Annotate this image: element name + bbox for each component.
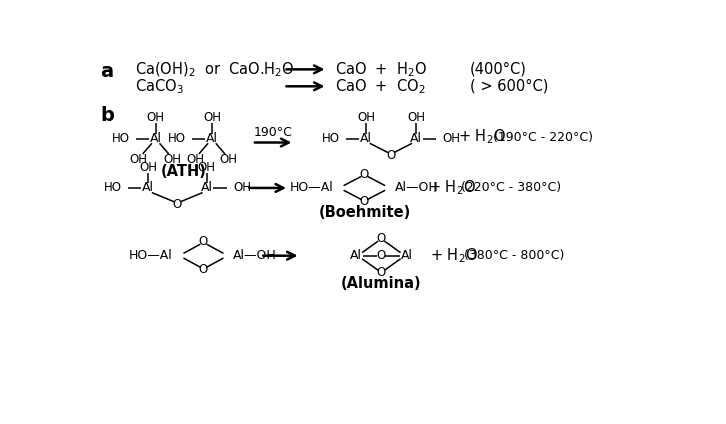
Text: + H$_2$O: + H$_2$O	[428, 179, 476, 197]
Text: CaCO$_3$: CaCO$_3$	[135, 77, 184, 96]
Text: CaO  +  CO$_2$: CaO + CO$_2$	[335, 77, 426, 96]
Text: O: O	[377, 232, 386, 245]
Text: a: a	[100, 61, 113, 81]
Text: OH: OH	[197, 161, 216, 174]
Text: (Boehmite): (Boehmite)	[318, 205, 410, 220]
Text: O: O	[360, 167, 369, 181]
Text: ( > 600°C): ( > 600°C)	[470, 79, 548, 94]
Text: Al: Al	[142, 181, 154, 195]
Text: O: O	[377, 249, 386, 262]
Text: Al: Al	[360, 132, 372, 145]
Text: Al: Al	[410, 132, 422, 145]
Text: OH: OH	[130, 153, 148, 166]
Text: O: O	[386, 149, 396, 162]
Text: Al: Al	[350, 249, 362, 262]
Text: Al: Al	[401, 249, 412, 262]
Text: Ca(OH)$_2$  or  CaO.H$_2$O: Ca(OH)$_2$ or CaO.H$_2$O	[135, 60, 294, 78]
Text: HO—Al: HO—Al	[129, 249, 173, 262]
Text: (220°C - 380°C): (220°C - 380°C)	[460, 181, 560, 195]
Text: OH: OH	[186, 153, 204, 166]
Text: O: O	[199, 263, 208, 276]
Text: 190°C: 190°C	[253, 126, 292, 139]
Text: (ATH): (ATH)	[161, 164, 207, 179]
Text: + H$_2$O: + H$_2$O	[458, 128, 506, 146]
Text: HO—Al: HO—Al	[290, 181, 333, 195]
Text: OH: OH	[442, 132, 460, 145]
Text: (190°C - 220°C): (190°C - 220°C)	[493, 131, 593, 144]
Text: b: b	[100, 106, 114, 126]
Text: O: O	[360, 195, 369, 208]
Text: O: O	[377, 266, 386, 279]
Text: OH: OH	[220, 153, 238, 166]
Text: OH: OH	[147, 112, 165, 124]
Text: (Alumina): (Alumina)	[341, 276, 422, 291]
Text: HO: HO	[104, 181, 122, 195]
Text: HO: HO	[112, 132, 129, 145]
Text: (400°C): (400°C)	[470, 62, 527, 77]
Text: CaO  +  H$_2$O: CaO + H$_2$O	[335, 60, 428, 79]
Text: OH: OH	[234, 181, 251, 195]
Text: OH: OH	[407, 112, 425, 124]
Text: HO: HO	[168, 132, 186, 145]
Text: OH: OH	[357, 112, 375, 124]
Text: Al: Al	[200, 181, 213, 195]
Text: Al—OH: Al—OH	[233, 249, 277, 262]
Text: Al: Al	[206, 132, 218, 145]
Text: Al—OH: Al—OH	[395, 181, 439, 195]
Text: OH: OH	[203, 112, 221, 124]
Text: HO: HO	[322, 132, 340, 145]
Text: O: O	[173, 198, 182, 212]
Text: + H$_2$O: + H$_2$O	[430, 246, 478, 265]
Text: O: O	[199, 235, 208, 248]
Text: OH: OH	[139, 161, 157, 174]
Text: (380°C - 800°C): (380°C - 800°C)	[465, 249, 565, 262]
Text: Al: Al	[150, 132, 162, 145]
Text: OH: OH	[163, 153, 182, 166]
